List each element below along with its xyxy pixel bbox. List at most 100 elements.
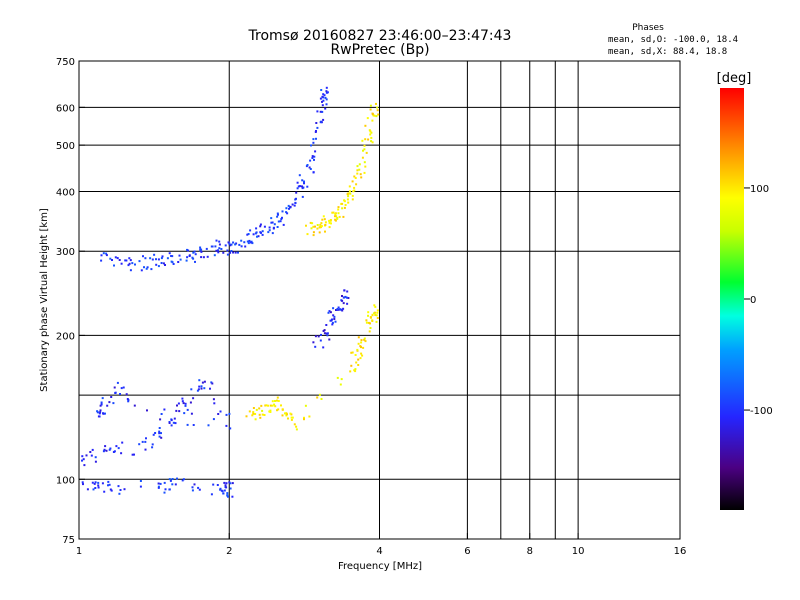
data-point: [325, 324, 328, 326]
data-point: [305, 224, 307, 227]
x-tick-label: 16: [674, 546, 687, 557]
data-point: [346, 302, 349, 305]
data-point: [229, 487, 232, 490]
data-point: [296, 181, 299, 184]
data-point: [277, 213, 279, 216]
data-point: [197, 486, 200, 489]
data-point: [355, 361, 358, 364]
data-point: [149, 257, 152, 260]
data-point: [376, 317, 379, 319]
data-point: [139, 485, 142, 488]
data-point: [370, 131, 373, 134]
data-point: [317, 335, 320, 338]
data-point: [98, 412, 101, 415]
data-point: [140, 269, 143, 272]
data-point: [334, 218, 337, 221]
colorbar-tick-label: -100: [750, 406, 773, 417]
data-point: [288, 207, 290, 210]
data-point: [375, 115, 378, 118]
data-point: [81, 455, 84, 458]
data-point: [353, 175, 356, 178]
data-point: [198, 385, 201, 388]
data-point: [312, 341, 315, 344]
data-point: [324, 230, 326, 233]
data-point: [320, 89, 323, 91]
data-point: [234, 251, 237, 254]
data-point: [347, 297, 350, 299]
data-point: [212, 398, 215, 401]
data-point: [126, 398, 129, 400]
data-point: [100, 401, 103, 404]
data-point: [368, 330, 371, 333]
x-tick-label: 2: [226, 546, 232, 557]
data-point: [359, 173, 362, 176]
data-point: [252, 412, 255, 415]
data-point: [227, 495, 229, 498]
data-point: [252, 411, 255, 414]
data-point: [337, 308, 340, 311]
data-point: [200, 248, 203, 251]
data-point: [332, 307, 335, 310]
data-point: [143, 266, 145, 269]
y-tick-label: 100: [56, 475, 75, 486]
data-point: [334, 213, 337, 216]
data-point: [155, 263, 158, 266]
data-point: [320, 225, 323, 228]
data-point: [305, 165, 308, 168]
data-point: [369, 104, 372, 107]
data-point: [134, 263, 136, 266]
data-point: [201, 381, 204, 384]
data-point: [370, 136, 373, 139]
data-point: [373, 114, 376, 117]
data-point: [335, 309, 337, 311]
data-point: [370, 140, 373, 143]
data-point: [353, 186, 356, 189]
data-point: [309, 221, 312, 224]
data-point: [217, 413, 220, 415]
data-point: [366, 117, 369, 120]
data-point: [347, 195, 350, 198]
data-point: [357, 358, 360, 361]
y-tick-label: 75: [62, 535, 75, 546]
data-point: [303, 180, 305, 183]
data-point: [222, 492, 225, 495]
data-point: [245, 415, 248, 418]
data-point: [211, 382, 214, 385]
data-point: [276, 409, 278, 412]
data-point: [287, 204, 290, 207]
data-point: [315, 137, 317, 140]
data-point: [168, 488, 171, 491]
data-point: [226, 492, 229, 495]
data-point: [104, 445, 107, 448]
data-point: [202, 256, 205, 259]
data-point: [371, 313, 374, 316]
data-point: [119, 393, 121, 395]
data-point: [229, 244, 232, 247]
data-point: [270, 221, 273, 224]
data-point: [206, 255, 209, 258]
data-point: [328, 310, 331, 313]
data-point: [281, 216, 283, 219]
data-point: [144, 257, 147, 260]
data-point: [141, 440, 144, 443]
data-point: [103, 490, 106, 493]
y-tick-label: 600: [56, 103, 75, 114]
data-point: [114, 392, 117, 394]
data-point: [286, 212, 289, 215]
data-point: [316, 110, 319, 113]
data-point: [281, 414, 284, 417]
data-point: [131, 453, 134, 456]
data-point: [295, 425, 298, 428]
data-point: [360, 176, 363, 179]
data-point: [312, 138, 315, 141]
data-point: [108, 483, 111, 486]
data-point: [308, 415, 311, 418]
data-point: [261, 230, 264, 233]
data-point: [265, 404, 268, 407]
data-point: [361, 139, 364, 142]
data-point: [261, 409, 264, 412]
data-point: [247, 242, 250, 245]
data-point: [115, 445, 118, 448]
data-point: [325, 86, 328, 89]
data-point: [146, 266, 149, 269]
